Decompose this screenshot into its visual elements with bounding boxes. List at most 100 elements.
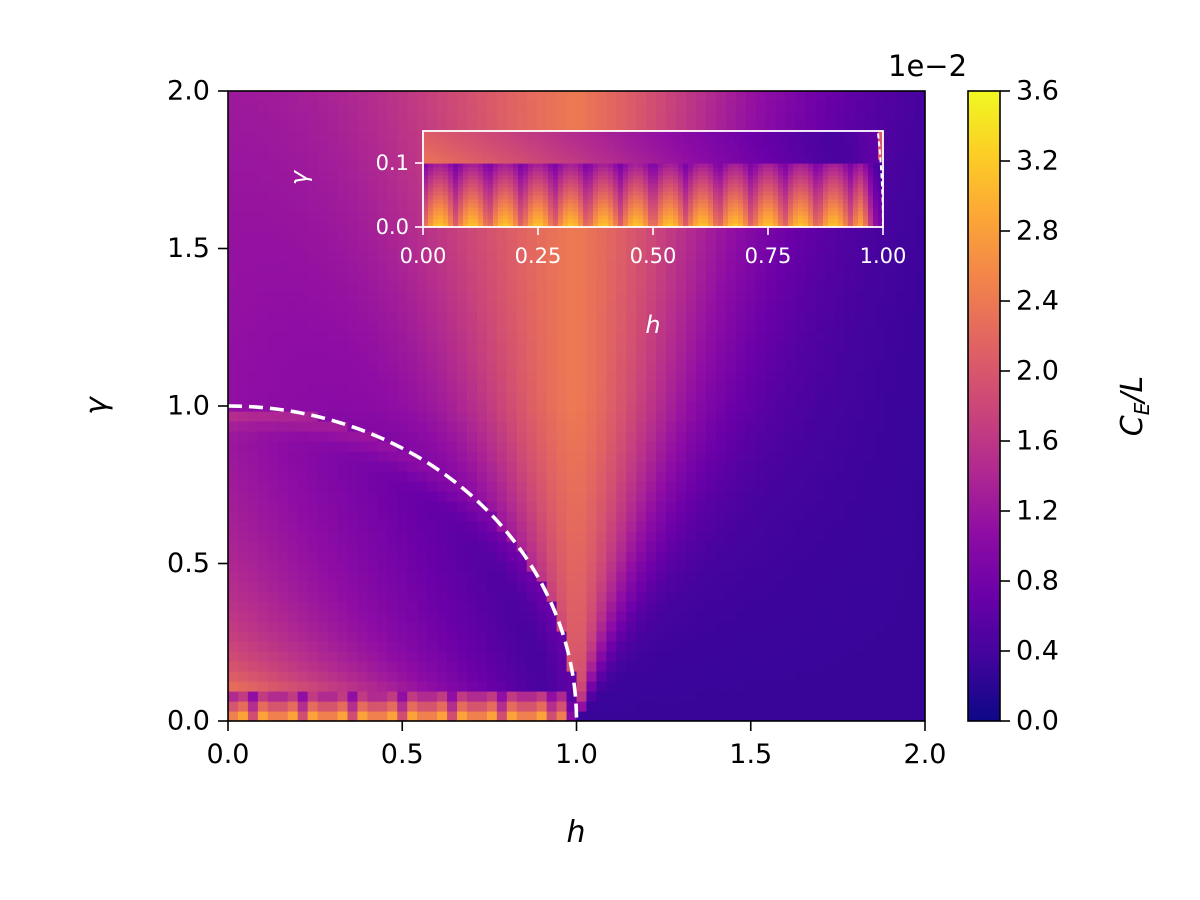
heatmap-cell xyxy=(307,171,319,182)
heatmap-cell xyxy=(377,601,388,612)
heatmap-cell xyxy=(586,111,598,122)
heatmap-cell xyxy=(845,361,856,372)
heatmap-cell xyxy=(516,581,528,592)
heatmap-cell xyxy=(616,411,627,422)
heatmap-cell xyxy=(287,251,299,262)
heatmap-cell xyxy=(785,651,797,662)
heatmap-cell xyxy=(596,111,607,122)
heatmap-cell xyxy=(397,111,408,122)
heatmap-cell xyxy=(646,411,657,422)
heatmap-cell xyxy=(337,381,349,392)
heatmap-cell xyxy=(875,561,886,572)
inset-cell xyxy=(428,159,434,164)
heatmap-cell xyxy=(576,481,588,492)
heatmap-cell xyxy=(606,261,617,272)
inset-cell xyxy=(468,151,474,156)
heatmap-cell xyxy=(895,181,906,192)
heatmap-cell xyxy=(257,471,269,482)
heatmap-cell xyxy=(476,571,488,582)
heatmap-cell xyxy=(586,591,598,602)
heatmap-cell xyxy=(486,461,498,472)
heatmap-cell xyxy=(397,271,408,282)
heatmap-cell xyxy=(466,401,478,412)
heatmap-cell xyxy=(805,111,817,122)
heatmap-cell xyxy=(536,661,548,672)
heatmap-cell xyxy=(447,461,458,472)
heatmap-cell xyxy=(596,711,607,721)
heatmap-cell xyxy=(845,441,856,452)
heatmap-cell xyxy=(556,381,568,392)
heatmap-cell xyxy=(566,701,578,712)
heatmap-cell xyxy=(277,561,289,572)
heatmap-cell xyxy=(347,501,359,512)
heatmap-cell xyxy=(905,521,916,532)
inset-cell xyxy=(513,191,519,196)
heatmap-cell xyxy=(237,261,249,272)
heatmap-cell xyxy=(247,231,259,242)
heatmap-cell xyxy=(825,91,836,102)
heatmap-cell xyxy=(815,481,827,492)
heatmap-cell xyxy=(616,621,627,632)
heatmap-cell xyxy=(885,391,896,402)
heatmap-cell xyxy=(357,671,368,682)
heatmap-cell xyxy=(626,111,637,122)
heatmap-cell xyxy=(546,401,558,412)
heatmap-cell xyxy=(397,631,408,642)
heatmap-cell xyxy=(377,221,388,232)
heatmap-cell xyxy=(795,271,807,282)
heatmap-cell xyxy=(805,571,817,582)
heatmap-cell xyxy=(755,671,767,682)
inset-cell xyxy=(498,191,504,196)
heatmap-cell xyxy=(407,191,418,202)
heatmap-cell xyxy=(526,681,538,692)
heatmap-cell xyxy=(407,641,418,652)
heatmap-cell xyxy=(337,641,349,652)
heatmap-cell xyxy=(407,511,418,522)
heatmap-cell xyxy=(656,511,667,522)
heatmap-cell xyxy=(865,601,876,612)
heatmap-cell xyxy=(228,541,239,552)
heatmap-cell xyxy=(397,361,408,372)
heatmap-cell xyxy=(885,601,896,612)
heatmap-cell xyxy=(546,621,558,632)
heatmap-cell xyxy=(397,441,408,452)
heatmap-cell xyxy=(526,511,538,522)
heatmap-cell xyxy=(237,331,249,342)
heatmap-cell xyxy=(397,251,408,262)
heatmap-cell xyxy=(447,351,458,362)
heatmap-cell xyxy=(765,491,777,502)
heatmap-cell xyxy=(725,411,737,422)
heatmap-cell xyxy=(347,481,359,492)
inset-cell xyxy=(513,131,519,136)
heatmap-cell xyxy=(457,621,468,632)
heatmap-cell xyxy=(795,541,807,552)
heatmap-cell xyxy=(237,241,249,252)
heatmap-cell xyxy=(257,141,269,152)
heatmap-cell xyxy=(327,401,339,412)
heatmap-cell xyxy=(915,321,925,332)
heatmap-cell xyxy=(277,511,289,522)
heatmap-cell xyxy=(775,561,787,572)
heatmap-cell xyxy=(247,701,259,712)
heatmap-cell xyxy=(596,231,607,242)
inset-cell xyxy=(443,179,449,184)
heatmap-cell xyxy=(755,471,767,482)
heatmap-cell xyxy=(646,551,657,562)
heatmap-cell xyxy=(845,611,856,622)
heatmap-cell xyxy=(237,361,249,372)
heatmap-cell xyxy=(596,251,607,262)
heatmap-cell xyxy=(476,111,488,122)
heatmap-cell xyxy=(586,521,598,532)
heatmap-cell xyxy=(307,671,319,682)
heatmap-cell xyxy=(666,381,677,392)
heatmap-cell xyxy=(805,471,817,482)
heatmap-cell xyxy=(427,711,438,721)
heatmap-cell xyxy=(277,541,289,552)
heatmap-cell xyxy=(526,581,538,592)
heatmap-cell xyxy=(785,501,797,512)
heatmap-cell xyxy=(905,371,916,382)
heatmap-cell xyxy=(676,581,687,592)
heatmap-cell xyxy=(327,111,339,122)
inset-cell xyxy=(523,183,529,188)
heatmap-cell xyxy=(825,491,836,502)
